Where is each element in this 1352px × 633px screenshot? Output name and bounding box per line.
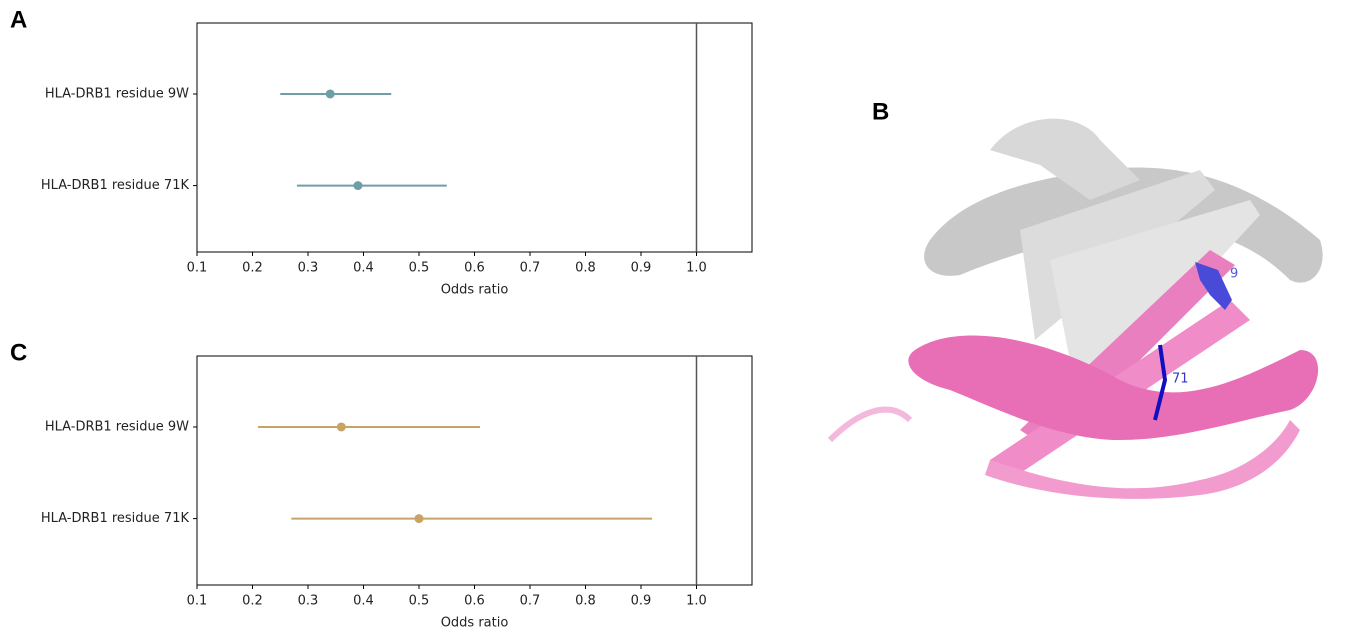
residue-71-sidechain [1153,344,1168,421]
x-tick-label: 0.3 [298,261,319,276]
x-axis-label: Odds ratio [441,283,509,298]
x-tick-label: 0.7 [520,261,541,276]
x-tick-label: 0.4 [353,261,374,276]
point-estimate [353,181,363,191]
x-tick-label: 0.2 [242,594,263,609]
x-tick-label: 0.5 [409,261,430,276]
panel-label: A [10,6,27,33]
x-tick-label: 0.8 [575,594,596,609]
y-tick-label: HLA-DRB1 residue 9W [45,86,189,101]
protein-structure [827,118,1323,499]
y-tick-label: HLA-DRB1 residue 9W [45,419,189,434]
gray-loop [990,118,1140,200]
x-tick-label: 0.8 [575,261,596,276]
y-tick-label: HLA-DRB1 residue 71K [41,178,190,193]
point-estimate [414,514,424,524]
x-tick-label: 1.0 [686,594,707,609]
panel-label: C [10,339,27,366]
x-tick-label: 0.3 [298,594,319,609]
x-tick-label: 0.1 [187,594,208,609]
pink-tail [827,406,913,443]
x-tick-label: 0.9 [631,261,652,276]
pink-helix [908,335,1319,440]
point-estimate [336,422,346,432]
x-tick-label: 0.7 [520,594,541,609]
plot-frame [196,355,753,586]
x-tick-label: 0.6 [464,261,485,276]
residue-label: 9 [1230,267,1238,282]
x-axis-label: Odds ratio [441,616,509,630]
x-tick-label: 0.1 [187,261,208,276]
x-tick-label: 0.2 [242,261,263,276]
x-tick-label: 1.0 [686,261,707,276]
x-tick-label: 0.5 [409,594,430,609]
residue-label: 71 [1172,372,1189,387]
x-tick-label: 0.6 [464,594,485,609]
plot-frame [196,22,753,253]
y-tick-label: HLA-DRB1 residue 71K [41,511,190,526]
x-tick-label: 0.4 [353,594,374,609]
pink-loop [985,420,1300,499]
x-tick-label: 0.9 [631,594,652,609]
residue-9-sidechain [1195,262,1232,310]
panel-label: B [872,98,889,125]
point-estimate [325,89,335,99]
